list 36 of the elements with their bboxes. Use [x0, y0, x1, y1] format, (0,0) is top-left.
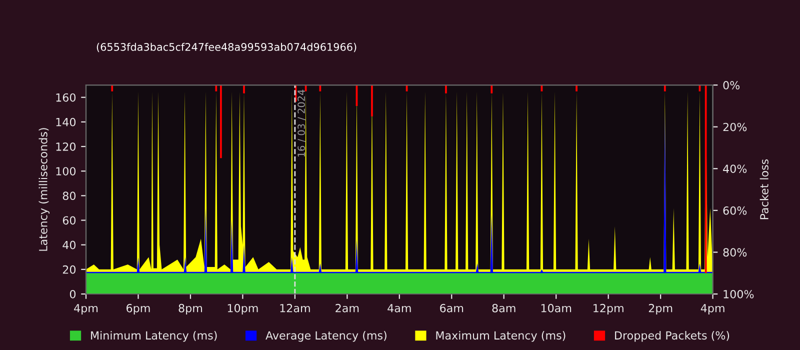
y-tick-label: 60	[62, 216, 76, 225]
x-tick-label: 10pm	[228, 304, 258, 314]
x-tick-label: 4pm	[700, 304, 724, 314]
x-tick-label: 12pm	[594, 304, 624, 314]
y-tick-label: 160	[56, 93, 76, 102]
y-tick-label: 40	[62, 240, 76, 250]
y-tick-label: 120	[56, 142, 76, 151]
y-tick-label: 100	[56, 167, 76, 176]
y2-tick-label: 80%	[723, 248, 747, 257]
y2-tick-label: 40%	[723, 164, 747, 174]
y2-axis-title: Packet loss	[760, 159, 768, 220]
x-tick-label: 6am	[440, 304, 464, 312]
y-tick-label: 140	[56, 118, 76, 126]
y2-tick-label: 20%	[723, 122, 747, 132]
y-axis-title: Latency (milliseconds)	[38, 128, 50, 251]
y-tick-label: 20	[62, 265, 76, 274]
y-tick-label: 0	[70, 290, 76, 298]
ref-line-label: 16 / 03 / 2024	[298, 90, 306, 157]
legend-label: Minimum Latency (ms)	[91, 330, 217, 342]
chart-subtitle: (6553fda3bac5cf247fee48a99593ab074d961966)	[96, 42, 356, 52]
x-tick-label: 4am	[388, 304, 411, 312]
x-tick-label: 2am	[336, 304, 359, 312]
legend-label: Average Latency (ms)	[266, 331, 386, 342]
y-tick-label: 80	[62, 192, 76, 200]
x-tick-label: 8am	[492, 304, 516, 312]
x-tick-label: 2pm	[648, 304, 672, 314]
x-tick-label: 12am	[280, 304, 310, 312]
legend-label: Maximum Latency (ms)	[436, 330, 566, 342]
y2-tick-label: 60%	[723, 206, 747, 215]
x-tick-label: 4pm	[74, 304, 98, 314]
y2-tick-label: 0%	[723, 81, 740, 90]
x-tick-label: 10am	[541, 304, 572, 312]
legend-label: Dropped Packets (%)	[615, 330, 730, 342]
y2-tick-label: 100%	[724, 290, 754, 298]
x-tick-label: 6pm	[126, 304, 150, 314]
x-tick-label: 8pm	[178, 304, 202, 314]
